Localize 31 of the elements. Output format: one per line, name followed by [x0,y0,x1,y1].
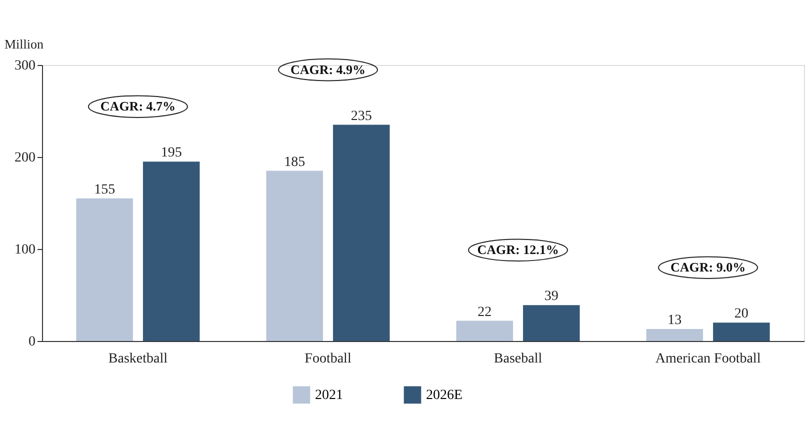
bar [332,124,390,341]
bar [76,198,133,341]
legend-label: 2021 [315,388,343,403]
data-label: 20 [734,306,748,322]
annotation: CAGR: 12.1% [477,242,559,258]
data-label: 39 [544,289,558,304]
y-tick-label: 300 [14,58,36,74]
data-label: 235 [350,108,372,124]
bar [456,320,514,341]
data-label: 155 [94,182,116,198]
annotation: CAGR: 4.7% [100,98,176,114]
data-label: 195 [160,146,182,161]
x-tick-label: American Football [655,352,761,366]
y-tick-label: 100 [14,242,36,258]
bar [646,329,704,341]
x-tick-label: Basketball [108,352,168,366]
bar [713,322,770,341]
y-tick-label: 0 [28,334,36,350]
annotation: CAGR: 9.0% [670,260,746,275]
bar [142,162,200,341]
y-axis-title: Million [4,36,44,52]
legend-label: 2026E [426,388,463,403]
data-label: 185 [284,154,306,170]
data-label: 22 [478,304,492,320]
bar [523,305,580,341]
bar [266,170,323,341]
data-label: 13 [668,313,682,328]
x-tick-label: Football [304,352,352,366]
y-tick-label: 200 [14,150,36,166]
x-tick-label: Baseball [494,352,542,366]
annotation: CAGR: 4.9% [290,62,366,77]
